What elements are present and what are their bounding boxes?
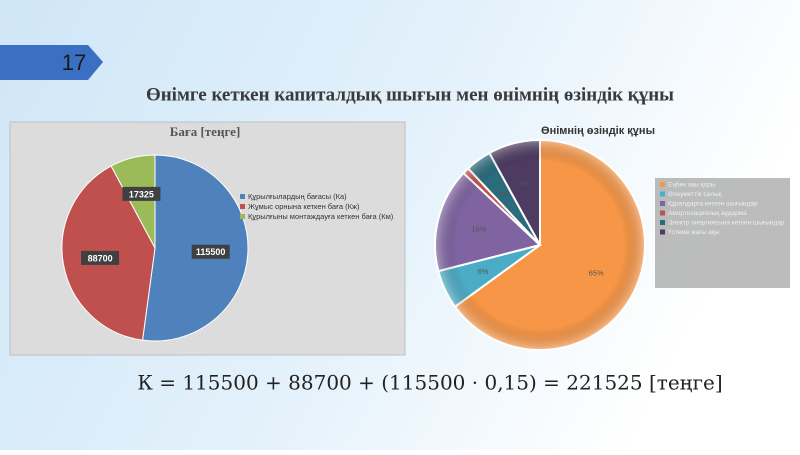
legend-marker: [240, 204, 245, 209]
data-label: 88700: [88, 253, 113, 263]
legend-marker: [240, 214, 245, 219]
chart-title: Баға [теңге]: [170, 124, 241, 139]
legend-marker: [240, 194, 245, 199]
data-label-box: [81, 250, 120, 265]
legend-marker: [660, 201, 665, 206]
legend-marker: [660, 229, 665, 235]
legend-marker: [660, 220, 665, 225]
legend-label: Еңбек ақы қоры: [668, 181, 716, 189]
pie-rim: [435, 140, 645, 350]
legend-label: Жұмыс орнына кеткен баға (Кж): [248, 202, 360, 211]
number-badge: [0, 45, 103, 80]
legend-label: Әлеуметтік салық: [668, 190, 722, 198]
legend-label: Құрылғылардың бағасы (Ка): [248, 192, 347, 201]
data-label-box: [122, 186, 161, 201]
pie-slice: [110, 154, 156, 249]
slide-title: Өнімге кеткен капиталдық шығын мен өнімн…: [146, 84, 674, 105]
legend-marker: [660, 210, 665, 216]
legend-label: Құралдарға кеткен шығындар: [668, 201, 758, 208]
legend-label: Амортизациялық аударма: [668, 210, 747, 217]
data-label-box: [191, 244, 230, 259]
slide-number: 17: [62, 50, 86, 75]
chart-title: Өнімнің өзіндік құны: [541, 125, 655, 137]
data-label: 17325: [129, 189, 154, 199]
legend-box: [655, 178, 790, 288]
legend-label: Электр энергиясына кеткен шығындар: [668, 220, 785, 227]
formula: К = 115500 + 88700 + (115500 · 0,15) = 2…: [137, 371, 722, 395]
legend-marker: [660, 191, 665, 197]
legend-marker: [660, 182, 665, 187]
data-label: 115500: [196, 247, 226, 257]
legend-label: Құрылғыны монтаждауға кеткен баға (Км): [248, 212, 394, 221]
legend-label: Үстеме жағы ақы: [668, 229, 720, 236]
